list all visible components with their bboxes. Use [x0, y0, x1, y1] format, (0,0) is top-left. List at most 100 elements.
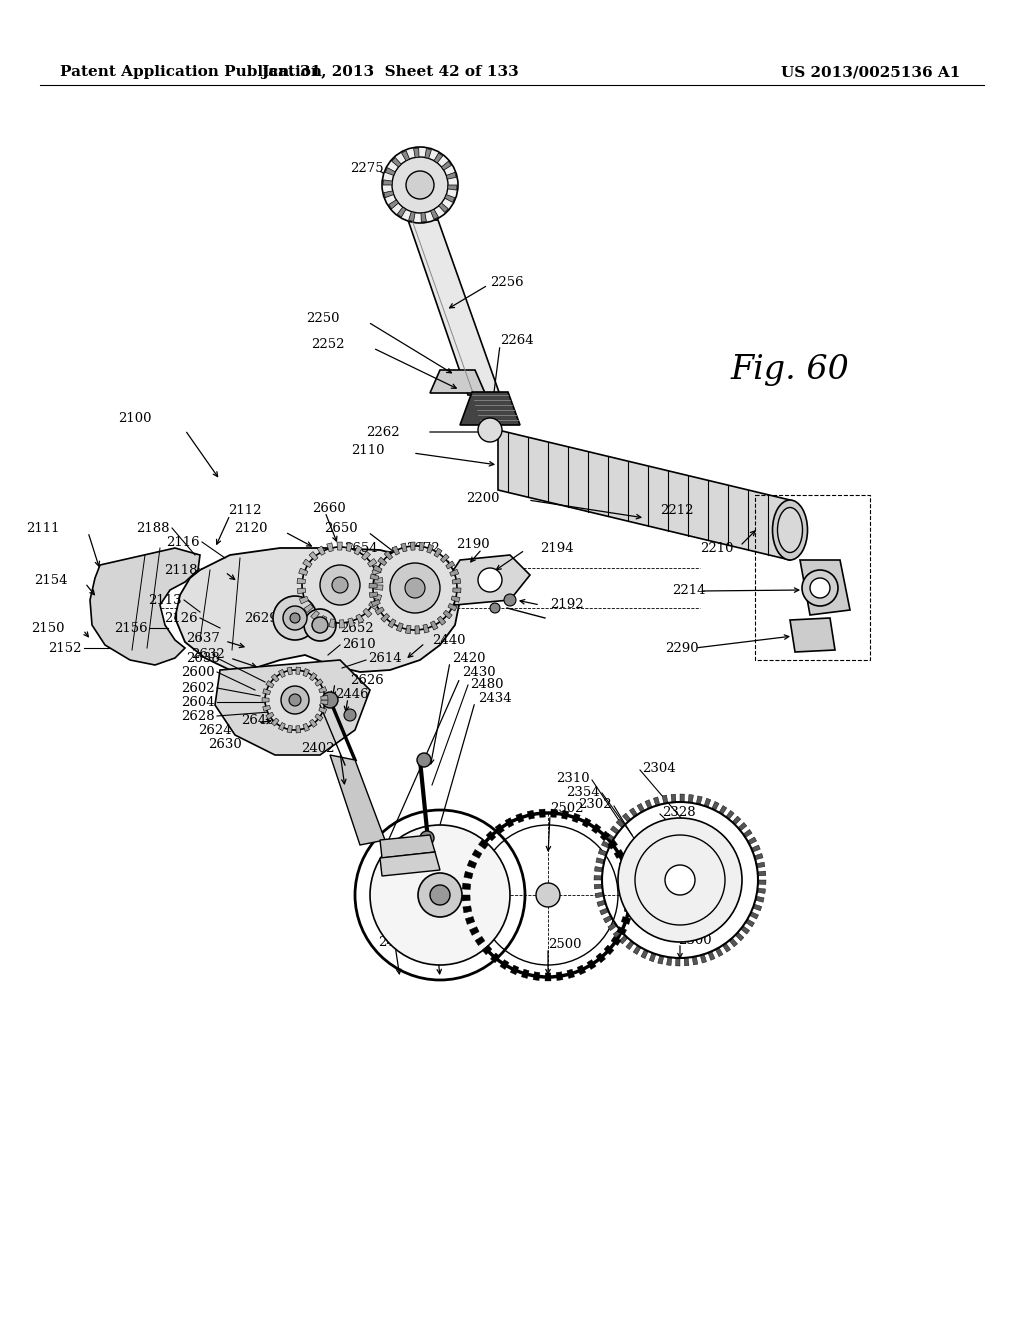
- Text: 2304: 2304: [642, 762, 676, 775]
- Text: 2190: 2190: [457, 539, 490, 552]
- Text: 2629: 2629: [245, 611, 278, 624]
- Polygon shape: [758, 871, 766, 876]
- Polygon shape: [434, 153, 442, 162]
- Polygon shape: [598, 849, 607, 855]
- Polygon shape: [266, 681, 274, 688]
- Polygon shape: [380, 836, 435, 858]
- Text: 2600: 2600: [181, 665, 215, 678]
- Circle shape: [478, 568, 502, 591]
- Polygon shape: [315, 714, 323, 721]
- Polygon shape: [752, 845, 760, 851]
- Text: 2300: 2300: [678, 933, 712, 946]
- Polygon shape: [611, 936, 621, 945]
- Text: Jan. 31, 2013  Sheet 42 of 133: Jan. 31, 2013 Sheet 42 of 133: [261, 65, 519, 79]
- Text: 2400: 2400: [420, 936, 454, 949]
- Polygon shape: [369, 602, 378, 610]
- Polygon shape: [391, 157, 401, 168]
- Polygon shape: [389, 199, 398, 209]
- Polygon shape: [732, 816, 740, 825]
- Text: 2110: 2110: [351, 444, 385, 457]
- Polygon shape: [303, 560, 312, 568]
- Polygon shape: [610, 826, 620, 834]
- Circle shape: [382, 147, 458, 223]
- Text: 2214: 2214: [672, 583, 706, 597]
- Circle shape: [392, 157, 449, 213]
- Polygon shape: [373, 594, 382, 601]
- Text: 2420: 2420: [452, 652, 485, 664]
- Polygon shape: [373, 565, 382, 573]
- Polygon shape: [719, 805, 727, 814]
- Ellipse shape: [772, 500, 808, 560]
- Polygon shape: [572, 813, 581, 822]
- Polygon shape: [299, 568, 308, 576]
- Circle shape: [265, 671, 325, 730]
- Polygon shape: [637, 804, 644, 812]
- Polygon shape: [414, 148, 419, 157]
- Text: 2480: 2480: [470, 678, 504, 692]
- Polygon shape: [452, 595, 460, 602]
- Text: 2113: 2113: [148, 594, 182, 606]
- Text: 2252: 2252: [311, 338, 345, 351]
- Polygon shape: [696, 796, 702, 805]
- Polygon shape: [385, 168, 395, 176]
- Polygon shape: [397, 207, 406, 216]
- Polygon shape: [384, 550, 392, 560]
- Polygon shape: [303, 669, 309, 677]
- Polygon shape: [592, 824, 601, 833]
- Polygon shape: [411, 543, 415, 550]
- Polygon shape: [510, 965, 519, 974]
- Polygon shape: [603, 915, 612, 923]
- Circle shape: [273, 597, 317, 640]
- Polygon shape: [375, 578, 383, 583]
- Circle shape: [536, 883, 560, 907]
- Circle shape: [810, 578, 830, 598]
- Text: 2440: 2440: [432, 634, 466, 647]
- Text: 2628: 2628: [181, 710, 215, 722]
- Polygon shape: [467, 861, 477, 869]
- Polygon shape: [329, 619, 335, 627]
- Text: 2112: 2112: [228, 503, 261, 516]
- Text: 2660: 2660: [312, 502, 346, 515]
- Polygon shape: [705, 799, 711, 808]
- Polygon shape: [465, 916, 475, 924]
- Circle shape: [304, 609, 336, 642]
- Text: 2500: 2500: [548, 939, 582, 952]
- Polygon shape: [310, 611, 319, 620]
- Circle shape: [332, 577, 348, 593]
- Polygon shape: [430, 370, 485, 393]
- Polygon shape: [490, 953, 500, 962]
- Polygon shape: [626, 895, 634, 902]
- Text: 2650: 2650: [325, 521, 358, 535]
- Text: 2614: 2614: [368, 652, 401, 664]
- Polygon shape: [319, 615, 327, 624]
- Polygon shape: [375, 585, 383, 590]
- Text: 2402: 2402: [301, 742, 335, 755]
- Polygon shape: [437, 616, 445, 626]
- Text: 2624: 2624: [199, 723, 232, 737]
- Polygon shape: [299, 597, 308, 603]
- Polygon shape: [362, 609, 372, 618]
- Polygon shape: [753, 904, 762, 911]
- Polygon shape: [427, 544, 434, 553]
- Polygon shape: [597, 900, 606, 907]
- Polygon shape: [419, 543, 425, 550]
- Circle shape: [406, 172, 434, 199]
- Text: 2632: 2632: [191, 648, 225, 661]
- Polygon shape: [614, 850, 624, 858]
- Polygon shape: [370, 591, 378, 598]
- Polygon shape: [279, 722, 286, 730]
- Polygon shape: [388, 619, 396, 628]
- Polygon shape: [630, 808, 638, 817]
- Polygon shape: [626, 941, 634, 949]
- Polygon shape: [475, 936, 485, 945]
- Polygon shape: [740, 925, 750, 935]
- Text: 2604: 2604: [181, 696, 215, 709]
- Polygon shape: [453, 587, 461, 593]
- Polygon shape: [726, 810, 734, 820]
- Polygon shape: [287, 725, 292, 733]
- Polygon shape: [279, 669, 286, 677]
- Polygon shape: [608, 840, 617, 849]
- Polygon shape: [400, 543, 408, 552]
- Text: 2250: 2250: [306, 312, 340, 325]
- Circle shape: [283, 606, 307, 630]
